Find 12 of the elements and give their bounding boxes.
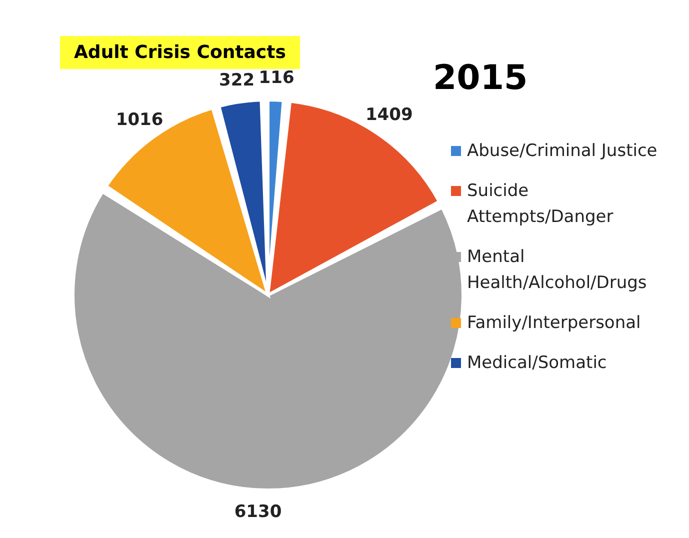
data-label: 116 [258, 68, 294, 88]
data-label: 6130 [234, 502, 282, 522]
legend-label: Mental Health/Alcohol/Drugs [467, 246, 648, 295]
data-label: 1016 [116, 110, 164, 130]
legend-label: Suicide Attempts/Danger [467, 180, 614, 229]
data-label: 1409 [365, 104, 413, 125]
legend-label: Medical/Somatic [467, 352, 608, 375]
data-label: 322 [219, 70, 255, 90]
chart-title: Adult Crisis Contacts [60, 36, 300, 69]
legend-label: Family/Interpersonal [467, 312, 642, 335]
legend-label: Abuse/Criminal Justice [467, 140, 658, 163]
chart-subtitle: 2015 [433, 58, 528, 98]
